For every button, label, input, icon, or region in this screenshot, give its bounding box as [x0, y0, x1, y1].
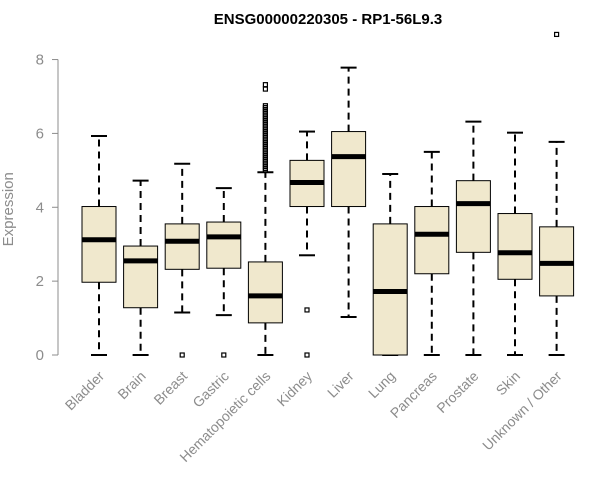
outlier-point [179, 352, 185, 358]
x-tick-label: Breast [150, 368, 190, 408]
outlier-point [262, 86, 268, 92]
box-group [414, 150, 450, 356]
box-series [81, 31, 575, 358]
box-group [331, 66, 367, 318]
box-group [289, 130, 325, 358]
box-group [497, 131, 533, 356]
x-tick-label: Skin [493, 368, 524, 399]
box-iqr [414, 206, 450, 275]
box-group [372, 173, 408, 356]
box-iqr [331, 131, 367, 208]
box-iqr [123, 245, 159, 309]
y-tick-label: 2 [36, 273, 44, 290]
y-axis: 0 2 4 6 8 [36, 52, 59, 364]
box-group [123, 179, 159, 356]
x-tick-label: Prostate [433, 368, 481, 416]
box-iqr [164, 223, 200, 270]
box-iqr [455, 180, 491, 253]
x-tick-label: Brain [114, 368, 148, 402]
outlier-point [221, 352, 227, 358]
box-iqr [81, 206, 117, 283]
y-axis-label: Expression [0, 172, 17, 246]
box-group [455, 120, 491, 356]
box-group [206, 187, 242, 358]
x-tick-label: Unknown / Other [479, 368, 565, 454]
y-tick-label: 6 [36, 125, 44, 142]
box-group [81, 134, 117, 356]
box-iqr [206, 221, 242, 269]
chart-title: ENSG00000220305 - RP1-56L9.3 [214, 11, 442, 28]
box-iqr [497, 213, 533, 280]
outlier-point [262, 103, 268, 109]
box-group [539, 31, 575, 356]
x-tick-label: Kidney [274, 368, 316, 410]
y-tick-label: 4 [36, 199, 44, 216]
y-tick-label: 0 [36, 347, 44, 364]
box-iqr [247, 261, 283, 324]
x-tick-label: Liver [324, 368, 357, 401]
outlier-point [304, 352, 310, 358]
box-group [164, 162, 200, 358]
outlier-point [262, 82, 268, 88]
outlier-point [304, 307, 310, 313]
x-tick-label: Lung [365, 368, 398, 401]
y-tick-label: 8 [36, 52, 44, 69]
outlier-point [553, 31, 560, 38]
box-group [247, 82, 283, 356]
x-tick-label: Bladder [62, 368, 108, 414]
